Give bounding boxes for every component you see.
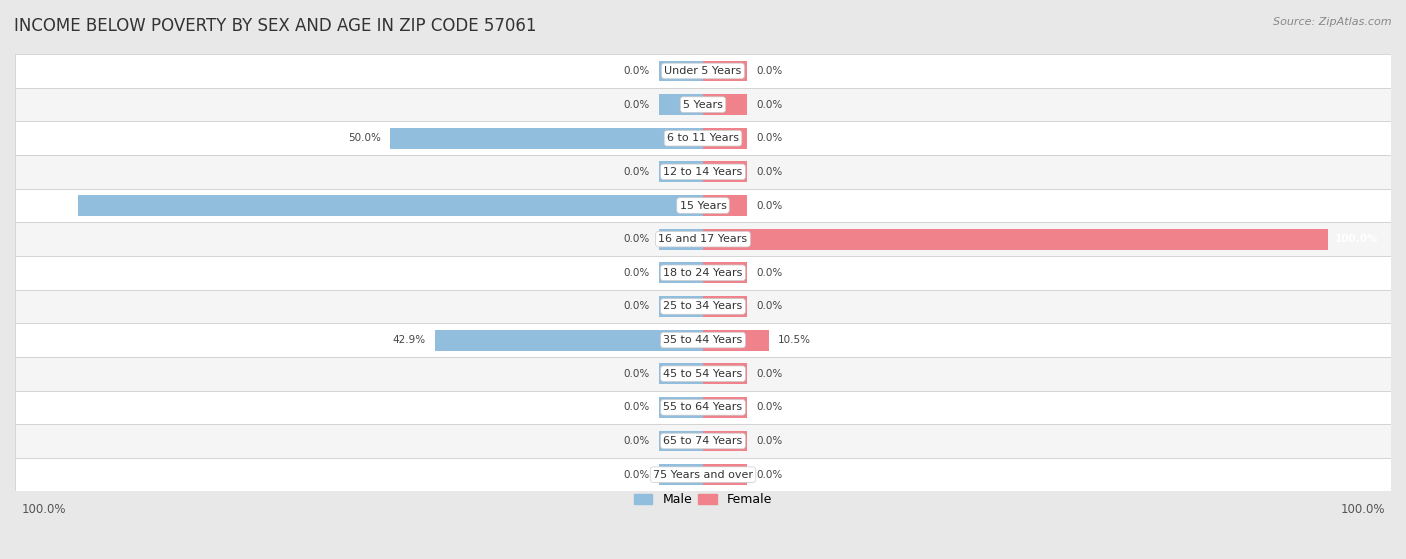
Text: 100.0%: 100.0%	[1334, 234, 1378, 244]
Text: 10.5%: 10.5%	[778, 335, 811, 345]
Text: 0.0%: 0.0%	[624, 402, 650, 413]
Bar	[15, 222, 1391, 256]
Bar	[703, 296, 747, 317]
Text: Source: ZipAtlas.com: Source: ZipAtlas.com	[1274, 17, 1392, 27]
Bar	[15, 54, 1391, 88]
Bar	[703, 330, 769, 350]
Text: 0.0%: 0.0%	[624, 167, 650, 177]
Text: 0.0%: 0.0%	[756, 133, 782, 143]
Bar	[659, 195, 703, 216]
Text: 18 to 24 Years: 18 to 24 Years	[664, 268, 742, 278]
Bar	[703, 464, 747, 485]
Bar	[15, 88, 1391, 121]
Bar	[703, 363, 747, 384]
Text: 15 Years: 15 Years	[679, 201, 727, 211]
Bar	[703, 229, 747, 249]
Text: 42.9%: 42.9%	[392, 335, 425, 345]
Text: 0.0%: 0.0%	[756, 402, 782, 413]
Bar	[659, 296, 703, 317]
Text: 0.0%: 0.0%	[756, 470, 782, 480]
Bar	[703, 229, 1329, 249]
Text: 5 Years: 5 Years	[683, 100, 723, 110]
Bar	[659, 94, 703, 115]
Bar	[703, 262, 747, 283]
Bar	[703, 397, 747, 418]
Text: 12 to 14 Years: 12 to 14 Years	[664, 167, 742, 177]
Text: 0.0%: 0.0%	[756, 369, 782, 378]
Bar	[15, 458, 1391, 491]
Text: 0.0%: 0.0%	[756, 100, 782, 110]
Text: 0.0%: 0.0%	[624, 66, 650, 76]
Text: 0.0%: 0.0%	[624, 436, 650, 446]
Text: 0.0%: 0.0%	[624, 234, 650, 244]
Text: 16 and 17 Years: 16 and 17 Years	[658, 234, 748, 244]
Bar	[659, 397, 703, 418]
Text: 55 to 64 Years: 55 to 64 Years	[664, 402, 742, 413]
Text: 75 Years and over: 75 Years and over	[652, 470, 754, 480]
Text: 65 to 74 Years: 65 to 74 Years	[664, 436, 742, 446]
Text: 0.0%: 0.0%	[756, 436, 782, 446]
Bar	[659, 363, 703, 384]
Text: 0.0%: 0.0%	[624, 301, 650, 311]
Bar	[15, 391, 1391, 424]
Text: 0.0%: 0.0%	[624, 369, 650, 378]
Bar	[659, 464, 703, 485]
Bar	[703, 128, 747, 149]
Text: 100.0%: 100.0%	[28, 201, 72, 211]
Bar	[15, 357, 1391, 391]
Bar	[659, 128, 703, 149]
Bar	[703, 430, 747, 452]
Legend: Male, Female: Male, Female	[628, 489, 778, 511]
Bar	[15, 256, 1391, 290]
Bar	[703, 195, 747, 216]
Text: 6 to 11 Years: 6 to 11 Years	[666, 133, 740, 143]
Bar	[703, 162, 747, 182]
Text: 0.0%: 0.0%	[624, 470, 650, 480]
Text: 0.0%: 0.0%	[624, 268, 650, 278]
Text: INCOME BELOW POVERTY BY SEX AND AGE IN ZIP CODE 57061: INCOME BELOW POVERTY BY SEX AND AGE IN Z…	[14, 17, 537, 35]
Bar	[703, 330, 747, 350]
Bar	[659, 430, 703, 452]
Bar	[703, 60, 747, 82]
Bar	[15, 155, 1391, 189]
Bar	[77, 195, 703, 216]
Bar	[434, 330, 703, 350]
Text: 25 to 34 Years: 25 to 34 Years	[664, 301, 742, 311]
Bar	[659, 162, 703, 182]
Text: 0.0%: 0.0%	[756, 268, 782, 278]
Bar	[15, 189, 1391, 222]
Bar	[15, 323, 1391, 357]
Text: 35 to 44 Years: 35 to 44 Years	[664, 335, 742, 345]
Text: 0.0%: 0.0%	[756, 301, 782, 311]
Text: 0.0%: 0.0%	[756, 201, 782, 211]
Bar	[659, 262, 703, 283]
Bar	[703, 94, 747, 115]
Text: 45 to 54 Years: 45 to 54 Years	[664, 369, 742, 378]
Text: 0.0%: 0.0%	[624, 100, 650, 110]
Text: 0.0%: 0.0%	[756, 167, 782, 177]
Bar	[391, 128, 703, 149]
Bar	[659, 60, 703, 82]
Text: 0.0%: 0.0%	[756, 66, 782, 76]
Bar	[15, 290, 1391, 323]
Text: 100.0%: 100.0%	[21, 503, 66, 516]
Text: 100.0%: 100.0%	[1340, 503, 1385, 516]
Text: Under 5 Years: Under 5 Years	[665, 66, 741, 76]
Text: 50.0%: 50.0%	[349, 133, 381, 143]
Bar	[659, 229, 703, 249]
Bar	[659, 330, 703, 350]
Bar	[15, 424, 1391, 458]
Bar	[15, 121, 1391, 155]
